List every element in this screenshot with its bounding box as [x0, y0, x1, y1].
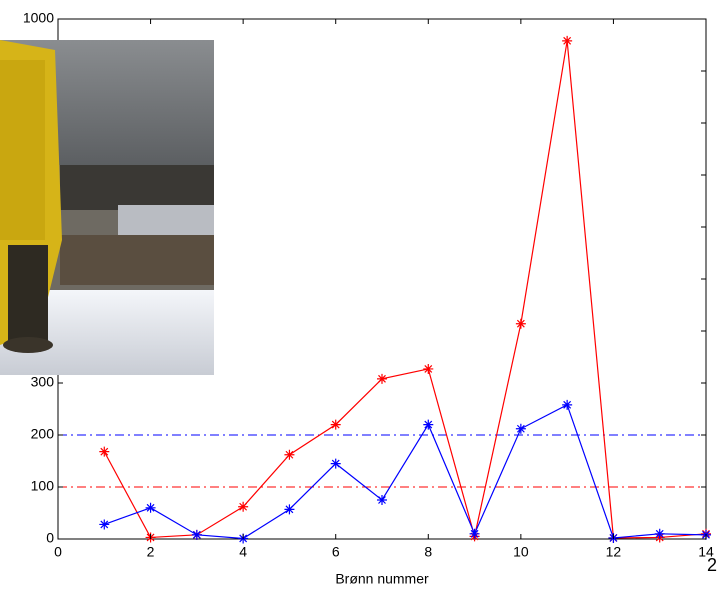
- y-tick-label: 200: [31, 426, 55, 442]
- x-tick-label: 6: [332, 544, 340, 560]
- x-tick-label: 0: [54, 544, 62, 560]
- star-marker: [99, 446, 110, 457]
- star-marker: [423, 419, 434, 430]
- star-marker: [284, 504, 295, 515]
- star-marker: [191, 529, 202, 540]
- series-line: [104, 403, 707, 540]
- star-marker: [469, 528, 480, 539]
- star-marker: [99, 519, 110, 530]
- y-tick-label: 300: [31, 374, 55, 390]
- star-marker: [562, 35, 573, 46]
- y-tick-label: 0: [46, 530, 54, 546]
- y-tick-label: 100: [31, 478, 55, 494]
- star-marker: [284, 449, 295, 460]
- page-number: 2: [707, 555, 717, 575]
- series-line: [103, 40, 707, 539]
- x-tick-label: 8: [424, 544, 432, 560]
- y-tick-label: 1000: [23, 10, 54, 26]
- photo: [0, 40, 214, 375]
- x-tick-label: 14: [698, 544, 714, 560]
- x-tick-label: 4: [239, 544, 247, 560]
- star-marker: [515, 423, 526, 434]
- star-marker: [145, 502, 156, 513]
- star-marker: [330, 458, 341, 469]
- star-marker: [377, 495, 387, 505]
- star-marker: [562, 399, 573, 410]
- star-marker: [330, 419, 341, 430]
- star-marker: [238, 501, 249, 512]
- star-marker: [515, 318, 526, 329]
- star-marker: [377, 373, 387, 384]
- x-tick-label: 12: [606, 544, 622, 560]
- x-axis-label: Brønn nummer: [335, 571, 429, 587]
- x-tick-label: 2: [147, 544, 155, 560]
- star-marker: [654, 528, 665, 539]
- star-marker: [423, 363, 434, 374]
- x-tick-label: 10: [513, 544, 529, 560]
